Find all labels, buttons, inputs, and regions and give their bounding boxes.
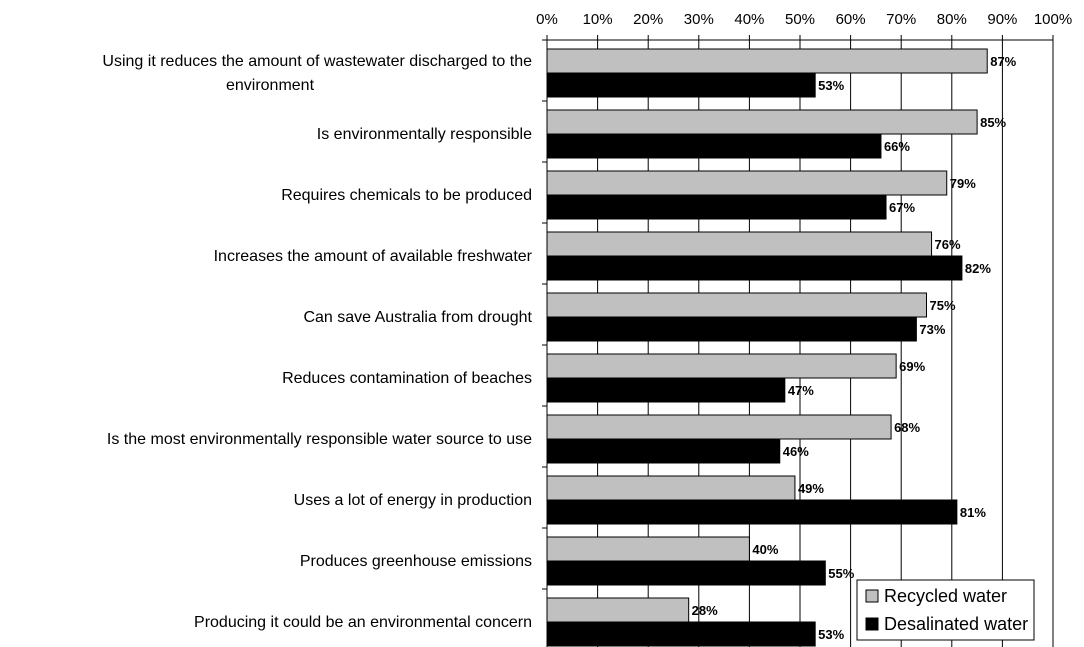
- x-tick-label: 10%: [583, 11, 613, 28]
- legend-swatch-recycled: [865, 589, 879, 603]
- bar-desalinated: [546, 255, 963, 281]
- category-label: Using it reduces the amount of wastewate…: [102, 53, 532, 70]
- data-label: 46%: [783, 444, 809, 459]
- legend-swatch-desalinated: [865, 617, 879, 631]
- data-label: 75%: [930, 298, 956, 313]
- legend: Recycled water Desalinated water: [856, 579, 1035, 641]
- data-label: 85%: [980, 115, 1006, 130]
- bar-recycled: [546, 231, 933, 257]
- bar-desalinated: [546, 377, 786, 403]
- x-tick-label: 70%: [886, 11, 916, 28]
- bar-recycled: [546, 292, 927, 318]
- bar-desalinated: [546, 560, 826, 586]
- category-label: Uses a lot of energy in production: [294, 492, 532, 509]
- bar-recycled: [546, 475, 796, 501]
- category-label: Is the most environmentally responsible …: [107, 431, 532, 448]
- data-label: 47%: [788, 383, 814, 398]
- category-label: Can save Australia from drought: [303, 309, 532, 326]
- data-label: 67%: [889, 200, 915, 215]
- data-label: 49%: [798, 481, 824, 496]
- data-label: 28%: [692, 603, 718, 618]
- data-label: 82%: [965, 261, 991, 276]
- data-label: 87%: [990, 54, 1016, 69]
- category-label: Produces greenhouse emissions: [300, 553, 532, 570]
- bar-recycled: [546, 109, 978, 135]
- x-tick-label: 40%: [734, 11, 764, 28]
- category-label: Increases the amount of available freshw…: [214, 248, 533, 265]
- bar-recycled: [546, 48, 988, 74]
- bar-desalinated: [546, 316, 917, 342]
- data-label: 40%: [752, 542, 778, 557]
- bars: [546, 48, 988, 647]
- x-tick-label: 100%: [1034, 11, 1072, 28]
- data-label: 66%: [884, 139, 910, 154]
- legend-label-desalinated: Desalinated water: [884, 614, 1028, 634]
- data-label: 53%: [818, 627, 844, 642]
- bar-recycled: [546, 597, 690, 623]
- x-tick-label: 80%: [937, 11, 967, 28]
- category-label: Is environmentally responsible: [317, 126, 532, 143]
- value-labels: 87% 85% 79% 76% 75% 69% 68% 49% 40% 28% 53% 66% 67% 8…: [692, 54, 1017, 642]
- category-labels: Using it reduces the amount of wastewate…: [102, 53, 532, 631]
- bar-recycled: [546, 536, 750, 562]
- data-label: 68%: [894, 420, 920, 435]
- x-tick-label: 60%: [836, 11, 866, 28]
- category-label: Reduces contamination of beaches: [282, 370, 532, 387]
- bar-desalinated: [546, 621, 816, 647]
- x-tick-label: 20%: [633, 11, 663, 28]
- bar-desalinated: [546, 72, 816, 98]
- category-label: Producing it could be an environmental c…: [194, 614, 532, 631]
- legend-label-recycled: Recycled water: [884, 586, 1007, 606]
- bar-desalinated: [546, 133, 882, 159]
- bar-desalinated: [546, 499, 958, 525]
- data-label: 76%: [935, 237, 961, 252]
- x-tick-label: 30%: [684, 11, 714, 28]
- data-label: 53%: [818, 78, 844, 93]
- data-label: 73%: [919, 322, 945, 337]
- category-label: Requires chemicals to be produced: [281, 187, 532, 204]
- data-label: 69%: [899, 359, 925, 374]
- bar-recycled: [546, 170, 948, 196]
- bar-recycled: [546, 353, 897, 379]
- bar-recycled: [546, 414, 892, 440]
- legend-box: [856, 579, 1035, 641]
- data-label: 79%: [950, 176, 976, 191]
- bar-desalinated: [546, 194, 887, 220]
- x-tick-label: 0%: [536, 11, 558, 28]
- bar-desalinated: [546, 438, 781, 464]
- category-label: environment: [226, 77, 315, 94]
- data-label: 55%: [828, 566, 854, 581]
- x-tick-label: 50%: [785, 11, 815, 28]
- x-tick-labels: 0% 10% 20% 30% 40% 50% 60% 70% 80% 90% 100%: [536, 11, 1072, 28]
- x-tick-label: 90%: [987, 11, 1017, 28]
- data-label: 81%: [960, 505, 986, 520]
